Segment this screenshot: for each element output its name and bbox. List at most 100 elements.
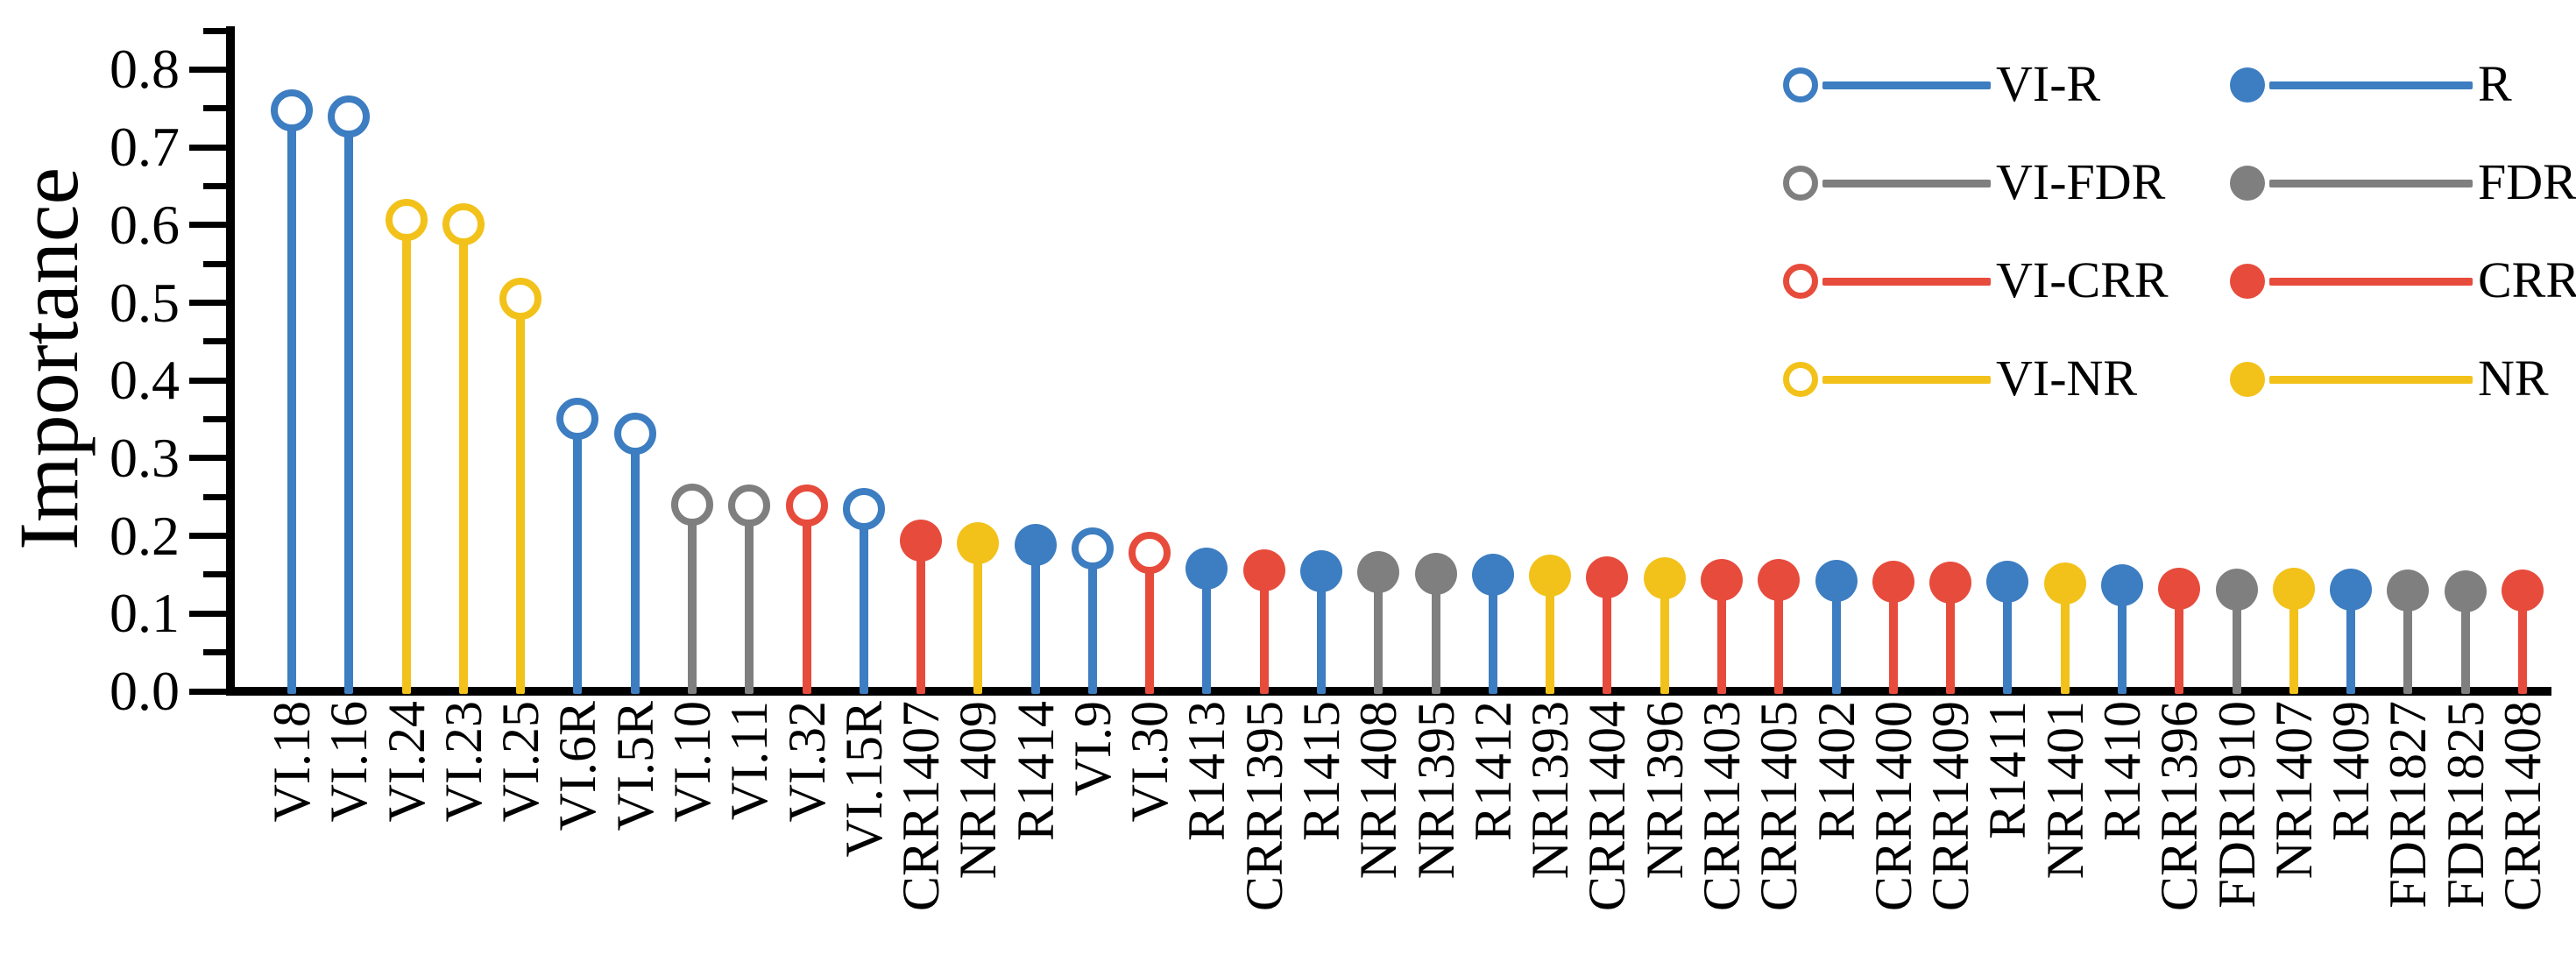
lollipop-stem xyxy=(1488,574,1497,694)
legend-label-VI-CRR: VI-CRR xyxy=(1996,251,2169,308)
lollipop-stem xyxy=(2232,589,2241,694)
lollipop-stem xyxy=(916,540,926,694)
legend-line-VI-NR xyxy=(1822,375,1991,384)
y-major-tick xyxy=(189,610,226,617)
legend-label-NR: NR xyxy=(2478,349,2549,407)
lollipop-marker-CRR1409 xyxy=(1929,561,1972,604)
x-tick-label-box: VI.11 xyxy=(718,701,780,955)
legend-marker-FDR xyxy=(2230,166,2265,201)
x-tick-label-box: CRR1405 xyxy=(1748,701,1809,955)
legend-marker-VI-FDR xyxy=(1783,166,1818,201)
x-tick-label-CRR1395: CRR1395 xyxy=(1235,701,1293,912)
lollipop-marker-R1402 xyxy=(1815,560,1858,603)
lollipop-marker-NR1396 xyxy=(1643,557,1686,600)
lollipop-marker-VI.5R xyxy=(613,413,656,456)
y-minor-tick xyxy=(203,338,226,345)
x-tick-label-CRR1404: CRR1404 xyxy=(1578,701,1637,912)
x-tick-label-box: CRR1407 xyxy=(890,701,952,955)
lollipop-stem xyxy=(458,237,468,694)
lollipop-stem xyxy=(1774,580,1784,694)
legend-line-CRR xyxy=(2269,277,2473,286)
lollipop-stem xyxy=(1431,574,1440,694)
x-tick-label-box: R1411 xyxy=(1977,701,2038,955)
lollipop-stem xyxy=(2175,588,2184,694)
x-tick-label-VI.16: VI.16 xyxy=(320,701,379,823)
x-tick-label-box: VI.10 xyxy=(662,701,723,955)
x-tick-label-CRR1409: CRR1409 xyxy=(1921,701,1980,912)
legend-marker-VI-NR xyxy=(1783,362,1818,397)
y-major-tick xyxy=(189,66,226,73)
lollipop-stem xyxy=(401,232,411,694)
legend-marker-VI-CRR xyxy=(1783,264,1818,299)
x-tick-label-NR1401: NR1401 xyxy=(2035,701,2094,880)
x-tick-label-CRR1396: CRR1396 xyxy=(2150,701,2209,912)
lollipop-marker-CRR1408 xyxy=(2501,569,2544,612)
lollipop-marker-FDR1910 xyxy=(2215,568,2258,611)
x-tick-label-NR1395: NR1395 xyxy=(1406,701,1465,880)
x-tick-label-box: VI.16 xyxy=(318,701,379,955)
x-tick-label-box: NR1409 xyxy=(947,701,1008,955)
x-tick-label-box: FDR1910 xyxy=(2206,701,2268,955)
x-tick-label-box: R1402 xyxy=(1806,701,1867,955)
x-tick-label-box: VI.18 xyxy=(261,701,322,955)
y-minor-tick xyxy=(203,105,226,112)
lollipop-stem xyxy=(2117,585,2127,694)
x-tick-label-R1410: R1410 xyxy=(2092,701,2151,842)
y-major-tick xyxy=(189,455,226,462)
x-tick-label-VI.15R: VI.15R xyxy=(834,701,893,858)
x-tick-label-VI.6R: VI.6R xyxy=(548,701,607,831)
x-tick-label-FDR1825: FDR1825 xyxy=(2436,701,2495,909)
x-tick-label-box: CRR1409 xyxy=(1920,701,1981,955)
lollipop-stem xyxy=(630,447,640,694)
y-minor-tick xyxy=(203,182,226,189)
lollipop-stem xyxy=(1946,582,1956,694)
lollipop-stem xyxy=(687,518,697,694)
lollipop-stem xyxy=(1145,566,1155,694)
x-tick-label-box: NR1407 xyxy=(2263,701,2325,955)
lollipop-marker-VI.18 xyxy=(271,89,313,132)
legend-marker-CRR xyxy=(2230,264,2265,299)
lollipop-marker-VI.11 xyxy=(728,485,771,527)
y-major-tick xyxy=(189,144,226,151)
y-axis-line xyxy=(226,26,235,696)
x-tick-label-box: R1414 xyxy=(1005,701,1066,955)
y-tick-label: 0.5 xyxy=(110,271,180,334)
lollipop-marker-R1410 xyxy=(2100,564,2143,607)
lollipop-stem xyxy=(2060,583,2070,694)
x-tick-label-CRR1400: CRR1400 xyxy=(1864,701,1922,912)
x-tick-label-NR1407: NR1407 xyxy=(2264,701,2323,880)
lollipop-stem xyxy=(859,522,868,694)
x-tick-label-box: VI.15R xyxy=(833,701,895,955)
x-tick-label-R1413: R1413 xyxy=(1178,701,1236,842)
lollipop-stem xyxy=(802,519,811,694)
x-tick-label-NR1408: NR1408 xyxy=(1349,701,1408,880)
x-axis-line xyxy=(226,687,2551,696)
lollipop-marker-NR1407 xyxy=(2272,567,2315,610)
lollipop-marker-R1415 xyxy=(1300,549,1343,592)
x-tick-label-box: R1410 xyxy=(2091,701,2153,955)
lollipop-stem xyxy=(2346,589,2356,694)
y-tick-label: 0.6 xyxy=(110,193,180,256)
x-tick-label-NR1409: NR1409 xyxy=(949,701,1008,880)
y-tick-label: 0.0 xyxy=(110,660,180,722)
x-tick-label-VI.9: VI.9 xyxy=(1063,701,1122,796)
x-tick-label-VI.25: VI.25 xyxy=(492,701,550,823)
y-minor-tick xyxy=(203,416,226,423)
lollipop-marker-VI.32 xyxy=(785,485,828,527)
y-tick-label: 0.7 xyxy=(110,116,180,179)
lollipop-stem xyxy=(1202,568,1212,694)
y-minor-tick xyxy=(203,493,226,500)
lollipop-stem xyxy=(1603,577,1612,694)
x-tick-label-VI.30: VI.30 xyxy=(1121,701,1179,823)
x-tick-label-R1412: R1412 xyxy=(1463,701,1522,842)
lollipop-marker-VI.25 xyxy=(499,278,542,321)
x-tick-label-box: R1413 xyxy=(1176,701,1237,955)
lollipop-stem xyxy=(973,542,983,694)
x-tick-label-VI.24: VI.24 xyxy=(377,701,435,823)
x-tick-label-box: FDR1825 xyxy=(2435,701,2496,955)
legend-label-FDR: FDR xyxy=(2478,152,2576,210)
x-tick-label-box: NR1408 xyxy=(1348,701,1409,955)
lollipop-stem xyxy=(516,312,526,694)
x-tick-label-VI.18: VI.18 xyxy=(263,701,321,823)
